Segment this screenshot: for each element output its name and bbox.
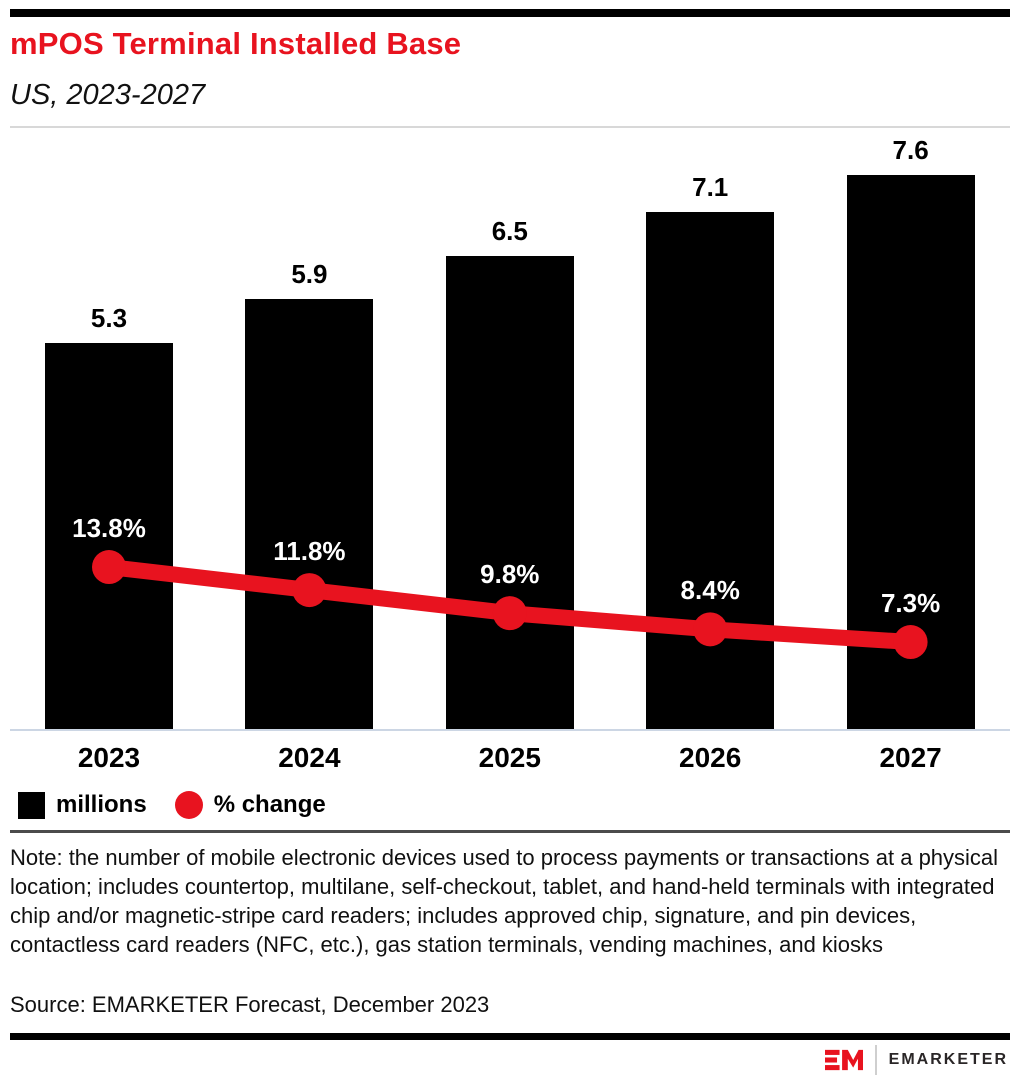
legend-item-millions: millions — [18, 791, 147, 819]
legend-label-millions: millions — [56, 791, 147, 818]
pct-change-label-2025: 9.8% — [480, 559, 540, 590]
pct-change-circle-swatch-icon — [174, 791, 203, 819]
chart-subtitle: US, 2023-2027 — [10, 79, 206, 111]
x-axis-label-2025: 2025 — [478, 742, 541, 773]
note-text: Note: the number of mobile electronic de… — [10, 845, 999, 957]
legend: millions % change — [10, 790, 1010, 820]
x-axis-label-2023: 2023 — [77, 742, 141, 773]
pct-change-label-2026: 8.4% — [680, 575, 740, 606]
bar-2023 — [45, 343, 173, 729]
bar-value-label-2023: 5.3 — [90, 303, 128, 333]
footer-logo-divider — [874, 1045, 877, 1075]
bar-2024 — [245, 299, 374, 729]
x-axis-label-2027: 2027 — [879, 742, 942, 773]
x-axis-label-2026: 2026 — [679, 742, 742, 773]
brand-name: EMARKETER — [888, 1051, 1008, 1068]
bar-2025 — [445, 255, 574, 729]
pct-change-line-series — [92, 550, 928, 660]
millions-square-swatch-icon — [18, 791, 45, 819]
x-axis-line — [10, 729, 1010, 731]
pct-change-label-2024: 11.8% — [273, 536, 346, 567]
chart-area: 5.3 13.8% 2023 5.9 11.8% 2024 6.5 9.8% 2025 7.1 8.… — [10, 130, 1010, 780]
bar-value-label-2025: 6.5 — [491, 215, 528, 246]
bar-value-label-2024: 5.9 — [291, 259, 328, 290]
pct-change-label-2027: 7.3% — [880, 588, 941, 619]
pct-change-label-2023: 13.8% — [72, 513, 146, 544]
bar-value-label-2027: 7.6 — [892, 135, 929, 166]
emarketer-logo-icon — [824, 1044, 863, 1076]
header-divider — [10, 126, 1010, 128]
x-axis-label-2024: 2024 — [278, 742, 341, 773]
legend-label-pct-change: % change — [213, 791, 326, 818]
footer: EMARKETER — [824, 1043, 1008, 1077]
note-divider — [10, 830, 1010, 833]
top-rule — [10, 9, 1010, 17]
legend-item-pct-change: % change — [174, 791, 326, 819]
chart-title: mPOS Terminal Installed Base — [10, 26, 462, 61]
bottom-rule — [10, 1033, 1010, 1040]
bar-value-label-2026: 7.1 — [692, 171, 729, 202]
source-text: Source: EMARKETER Forecast, December 202… — [10, 992, 490, 1017]
